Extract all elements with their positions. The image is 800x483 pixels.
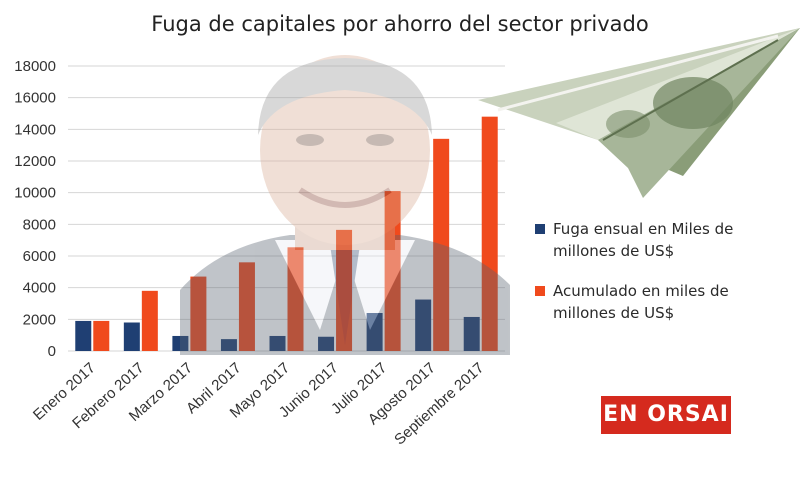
bar-monthly [415,299,432,351]
bar-monthly [269,335,286,351]
y-tick-label: 12000 [14,153,56,170]
bar-monthly [75,320,92,351]
y-tick-label: 0 [48,343,56,360]
bar-cumulative [384,191,401,351]
y-tick-label: 2000 [23,311,56,328]
legend-item-cumulative: Acumulado en miles de millones de US$ [535,280,795,324]
y-tick-label: 14000 [14,121,56,138]
bar-monthly [123,322,140,351]
bar-cumulative [93,320,110,351]
x-tick-label: Septiembre 2017 [391,359,487,448]
y-tick-label: 8000 [23,216,56,233]
chart-title: Fuga de capitales por ahorro del sector … [151,12,649,36]
bar-monthly [366,313,383,351]
en-orsai-badge: EN ORSAI [601,396,731,434]
legend-label-monthly: Fuga ensual en Miles de millones de US$ [553,220,734,260]
bar-cumulative [141,290,158,351]
bar-cumulative [433,138,450,351]
bar-monthly [220,339,237,351]
bar-monthly [463,316,480,351]
legend-item-monthly: Fuga ensual en Miles de millones de US$ [535,218,795,262]
bar-cumulative [481,116,498,352]
dollar-paper-plane-image [478,28,800,198]
y-tick-label: 10000 [14,185,56,202]
bar-cumulative [336,229,353,351]
y-tick-label: 4000 [23,280,56,297]
legend-swatch-cumulative [535,286,545,296]
bar-monthly [172,335,189,351]
legend-label-cumulative: Acumulado en miles de millones de US$ [553,282,729,322]
y-tick-label: 6000 [23,248,56,265]
bar-cumulative [287,247,304,351]
y-tick-label: 18000 [14,58,56,75]
legend-swatch-monthly [535,224,545,234]
y-tick-label: 16000 [14,90,56,107]
bar-cumulative [238,262,255,351]
bar-monthly [318,336,335,351]
bar-cumulative [190,276,207,351]
